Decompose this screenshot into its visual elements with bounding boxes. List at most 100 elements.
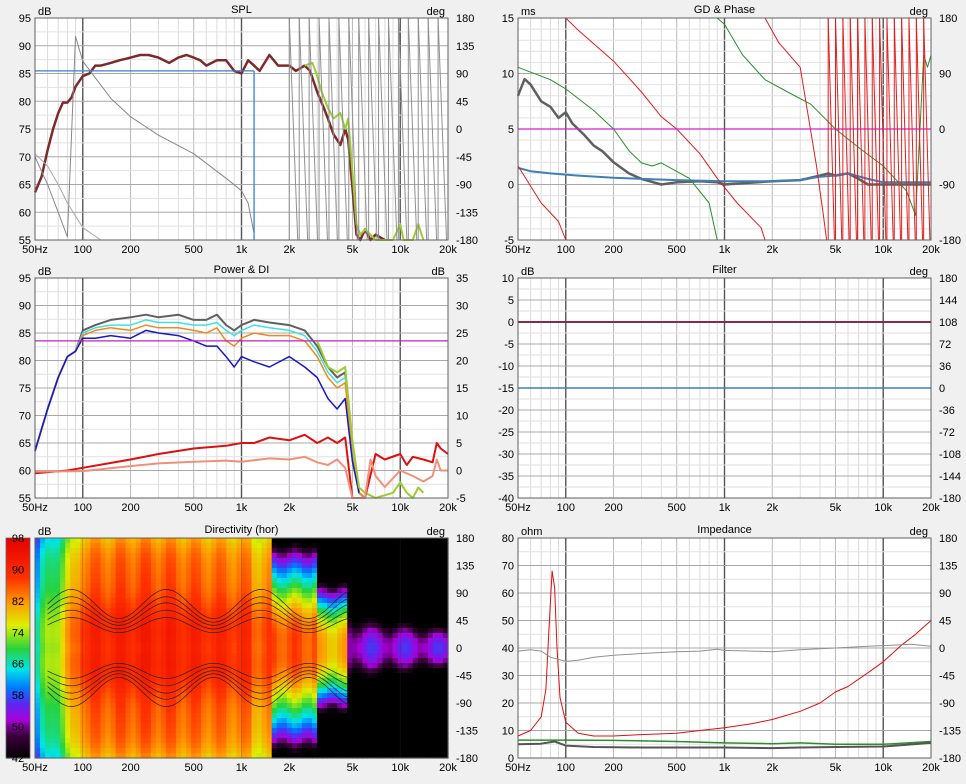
heatmap-cell [377, 598, 384, 604]
heatmap-cell [95, 653, 102, 659]
heatmap-cell [332, 658, 338, 664]
heatmap-cell [105, 563, 112, 569]
heatmap-cell [362, 558, 369, 564]
heatmap-cell [296, 733, 303, 739]
heatmap-cell [60, 653, 66, 659]
heatmap-cell [412, 578, 419, 584]
heatmap-cell [85, 718, 92, 724]
heatmap-cell [165, 678, 172, 684]
heatmap-cell [357, 753, 363, 759]
heatmap-cell [392, 703, 399, 709]
heatmap-cell [342, 643, 348, 649]
heatmap-cell [130, 728, 137, 734]
heatmap-cell [241, 693, 248, 699]
heatmap-cell [170, 573, 177, 579]
heatmap-cell [352, 628, 358, 634]
heatmap-cell [291, 653, 298, 659]
heatmap-cell [261, 608, 268, 614]
heatmap-cell [372, 618, 379, 624]
heatmap-cell [90, 643, 97, 649]
heatmap-cell [160, 658, 167, 664]
heatmap-cell [286, 668, 293, 674]
phase-wrap-line [328, 17, 338, 241]
heatmap-cell [160, 653, 167, 659]
heatmap-cell [342, 718, 348, 724]
heatmap-cell [90, 583, 97, 589]
heatmap-cell [387, 643, 394, 649]
heatmap-cell [231, 538, 238, 544]
heatmap-cell [367, 548, 374, 554]
colorbar-swatch [6, 720, 30, 723]
heatmap-cell [221, 623, 227, 629]
heatmap-cell [236, 578, 243, 584]
heatmap-cell [155, 658, 162, 664]
heatmap-cell [271, 563, 278, 569]
heatmap-cell [160, 668, 167, 674]
heatmap-cell [377, 588, 384, 594]
heatmap-cell [251, 648, 258, 654]
heatmap-cell [312, 753, 318, 759]
heatmap-cell [100, 643, 107, 649]
heatmap-cell [201, 608, 207, 614]
heatmap-cell [90, 568, 97, 574]
heatmap-cell [281, 548, 288, 554]
heatmap-cell [322, 633, 328, 639]
heatmap-cell [432, 718, 439, 724]
heatmap-cell [140, 648, 147, 654]
heatmap-cell [140, 633, 147, 639]
heatmap-cell [432, 608, 439, 614]
heatmap-cell [347, 643, 353, 649]
heatmap-cell [75, 748, 81, 754]
heatmap-cell [176, 743, 182, 749]
heatmap-cell [291, 643, 298, 649]
heatmap-cell [181, 593, 187, 599]
heatmap-cell [256, 543, 263, 549]
heatmap-cell [312, 718, 318, 724]
x-tick-label: 200 [121, 244, 139, 256]
heatmap-cell [397, 583, 404, 589]
heatmap-cell [437, 698, 444, 704]
heatmap-cell [120, 603, 127, 609]
heatmap-cell [100, 678, 107, 684]
heatmap-cell [352, 653, 358, 659]
heatmap-cell [312, 568, 318, 574]
heatmap-cell [125, 743, 132, 749]
heatmap-cell [155, 548, 162, 554]
heatmap-cell [246, 548, 253, 554]
heatmap-cell [65, 708, 71, 714]
heatmap-cell [442, 668, 449, 674]
heatmap-cell [417, 608, 424, 614]
heatmap-cell [50, 548, 56, 554]
heatmap-cell [306, 698, 313, 704]
heatmap-cell [130, 628, 137, 634]
heatmap-cell [236, 688, 243, 694]
heatmap-cell [332, 663, 338, 669]
y-tick-label: -25 [498, 427, 514, 439]
heatmap-cell [85, 703, 92, 709]
heatmap-cell [70, 723, 76, 729]
heatmap-cell [100, 708, 107, 714]
heatmap-cell [50, 633, 56, 639]
heatmap-cell [241, 643, 248, 649]
colorbar-swatch [6, 704, 30, 707]
heatmap-cell [392, 698, 399, 704]
heatmap-cell [362, 643, 369, 649]
heatmap-cell [40, 688, 46, 694]
heatmap-cell [332, 708, 338, 714]
heatmap-cell [125, 588, 132, 594]
heatmap-cell [40, 618, 46, 624]
heatmap-cell [422, 543, 429, 549]
heatmap-cell [45, 723, 51, 729]
heatmap-cell [301, 653, 308, 659]
heatmap-cell [367, 588, 374, 594]
heatmap-cell [35, 653, 41, 659]
heatmap-cell [286, 688, 293, 694]
heatmap-cell [432, 598, 439, 604]
heatmap-cell [427, 698, 434, 704]
heatmap-cell [342, 578, 348, 584]
heatmap-cell [196, 548, 202, 554]
heatmap-cell [155, 598, 162, 604]
heatmap-cell [110, 548, 117, 554]
heatmap-cell [337, 623, 343, 629]
heatmap-cell [407, 673, 414, 679]
